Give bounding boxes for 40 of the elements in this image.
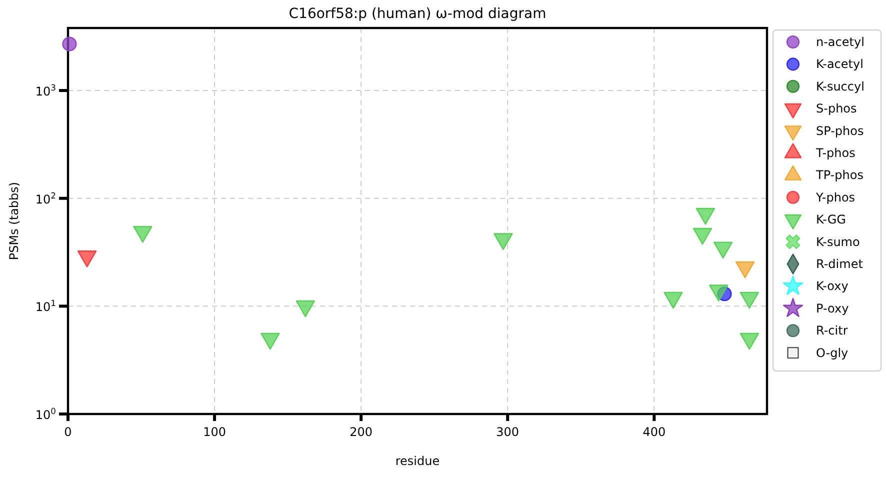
legend-label: Y-phos (815, 190, 856, 204)
x-tick-label: 400 (642, 425, 666, 439)
chart-title: C16orf58:p (human) ω-mod diagram (288, 6, 546, 22)
legend-label: T-phos (815, 146, 856, 160)
point (740, 292, 760, 309)
x-tick-label: 0 (64, 425, 72, 439)
point (709, 284, 728, 302)
y-axis-title: PSMs (tabbs) (7, 182, 21, 260)
point (692, 228, 712, 245)
legend-label: TP-phos (815, 168, 864, 182)
legend-label: K-acetyl (816, 57, 864, 72)
point (133, 226, 152, 243)
point (696, 208, 716, 225)
x-axis-title: residue (395, 454, 440, 468)
legend-label: SP-phos (816, 124, 864, 138)
point (494, 233, 513, 250)
legend-label: K-sumo (816, 234, 860, 249)
point (296, 300, 315, 318)
legend-label: S-phos (816, 102, 857, 116)
legend-label: n-acetyl (816, 35, 864, 49)
legend-label: K-oxy (816, 279, 848, 294)
point (740, 332, 760, 350)
y-tick-label: 10$^{0}$ (35, 406, 56, 422)
y-tick-label: 10$^{3}$ (35, 82, 56, 99)
point (664, 292, 683, 309)
y-tick-label: 10$^{2}$ (35, 190, 56, 206)
x-tick-label: 100 (203, 425, 226, 439)
point (77, 250, 97, 268)
legend-label: P-oxy (816, 301, 849, 316)
point (735, 261, 755, 278)
y-tick-label: 10$^{1}$ (35, 298, 56, 314)
point (713, 242, 733, 258)
legend-label: K-succyl (816, 79, 864, 94)
legend-label: R-dimet (816, 257, 864, 271)
legend-label: R-citr (816, 324, 848, 338)
legend-label: K-GG (816, 212, 846, 227)
point (260, 332, 280, 350)
x-tick-label: 300 (496, 425, 520, 439)
x-tick-label: 200 (350, 425, 373, 439)
legend-label: O-gly (816, 346, 848, 360)
